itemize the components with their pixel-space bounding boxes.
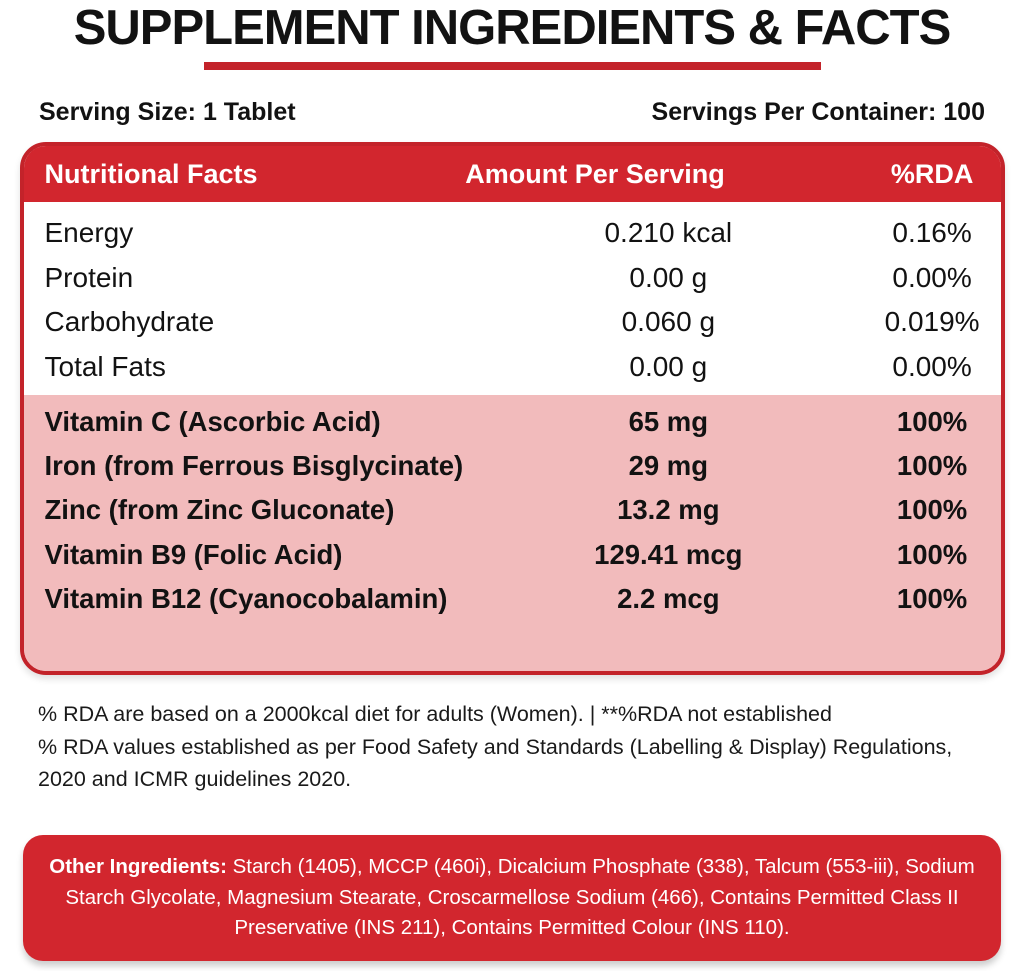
other-ingredients-box: Other Ingredients: Starch (1405), MCCP (… <box>23 834 1001 961</box>
nutrient-amount: 29 mg <box>628 450 709 482</box>
nutrient-name: Vitamin B9 (Folic Acid) <box>44 538 343 570</box>
nutrient-name: Iron (from Ferrous Bisglycinate) <box>44 450 464 482</box>
nutrient-name: Zinc (from Zinc Gluconate) <box>44 494 395 526</box>
nutrient-name: Vitamin C (Ascorbic Acid) <box>44 405 381 437</box>
nutrient-amount: 65 mg <box>628 405 709 437</box>
nutrient-rda: 0.00% <box>892 351 972 383</box>
nutrient-amount: 129.41 mcg <box>594 538 743 570</box>
rda-regulations-footnote: % RDA values established as per Food Saf… <box>38 735 953 791</box>
table-row-iron: Iron (from Ferrous Bisglycinate) 29 mg 1… <box>24 444 1001 488</box>
other-ingredients-text: Starch (1405), MCCP (460i), Dicalcium Ph… <box>65 854 975 940</box>
table-header-row: Nutritional Facts Amount Per Serving %RD… <box>23 145 1001 202</box>
nutrient-rda: 100% <box>896 405 968 437</box>
table-row-vitamin-b9: Vitamin B9 (Folic Acid) 129.41 mcg 100% <box>24 533 1001 577</box>
rda-basis-footnote: % RDA are based on a 2000kcal diet for a… <box>38 702 832 727</box>
nutrient-rda: 100% <box>896 494 968 526</box>
nutrient-rda: 0.16% <box>892 216 972 248</box>
header-amount-per-serving: Amount Per Serving <box>465 158 725 189</box>
nutrient-name: Protein <box>44 261 134 293</box>
nutrient-rda: 100% <box>896 582 968 614</box>
table-row-protein: Protein 0.00 g 0.00% <box>24 256 1001 301</box>
table-row-zinc: Zinc (from Zinc Gluconate) 13.2 mg 100% <box>24 488 1001 532</box>
nutrient-rda: 0.019% <box>884 306 980 338</box>
title-underline <box>203 62 821 70</box>
header-nutritional-facts: Nutritional Facts <box>44 158 258 189</box>
supplement-facts-label: SUPPLEMENT INGREDIENTS & FACTS Serving S… <box>0 4 1024 971</box>
header-rda: %RDA <box>890 158 974 189</box>
nutrient-name: Carbohydrate <box>44 306 215 338</box>
nutrient-name: Vitamin B12 (Cyanocobalamin) <box>44 582 448 614</box>
nutrition-facts-table: Nutritional Facts Amount Per Serving %RD… <box>19 141 1005 676</box>
nutrient-amount: 0.00 g <box>629 261 708 293</box>
nutrient-amount: 0.060 g <box>621 306 716 338</box>
nutrient-amount: 0.00 g <box>629 351 708 383</box>
serving-line: Serving Size: 1 Tablet Servings Per Cont… <box>39 98 985 127</box>
page-title: SUPPLEMENT INGREDIENTS & FACTS <box>73 1 952 55</box>
serving-size-text: Serving Size: 1 Tablet <box>39 98 296 126</box>
nutrient-amount: 2.2 mcg <box>617 582 720 614</box>
servings-per-container-text: Servings Per Container: 100 <box>651 98 985 126</box>
macro-rows-section: Energy 0.210 kcal 0.16% Protein 0.00 g 0… <box>23 201 1001 395</box>
nutrient-rda: 0.00% <box>892 261 972 293</box>
nutrient-rda: 100% <box>896 538 968 570</box>
table-row-carbohydrate: Carbohydrate 0.060 g 0.019% <box>24 300 1001 345</box>
rda-footnotes: % RDA are based on a 2000kcal diet for a… <box>38 699 986 795</box>
other-ingredients-label: Other Ingredients: <box>49 854 227 878</box>
nutrient-name: Total Fats <box>44 351 166 383</box>
nutrient-rda: 100% <box>896 450 968 482</box>
table-row-total-fats: Total Fats 0.00 g 0.00% <box>24 345 1001 390</box>
nutrient-amount: 0.210 kcal <box>604 216 733 248</box>
nutrient-amount: 13.2 mg <box>617 494 720 526</box>
table-row-vitamin-c: Vitamin C (Ascorbic Acid) 65 mg 100% <box>24 400 1001 444</box>
micro-rows-section: Vitamin C (Ascorbic Acid) 65 mg 100% Iro… <box>23 394 1001 672</box>
nutrient-name: Energy <box>44 216 134 248</box>
table-row-vitamin-b12: Vitamin B12 (Cyanocobalamin) 2.2 mcg 100… <box>24 577 1001 621</box>
table-row-energy: Energy 0.210 kcal 0.16% <box>24 211 1001 256</box>
